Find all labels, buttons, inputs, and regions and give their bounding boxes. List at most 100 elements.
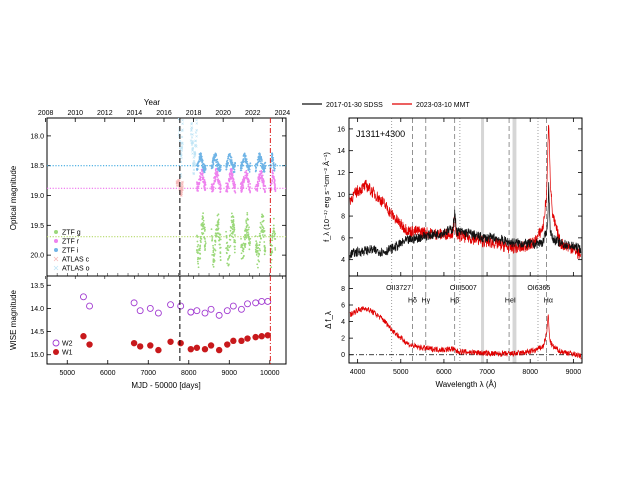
ztf-point — [240, 163, 243, 165]
ztf-point — [244, 238, 246, 241]
ztf-point — [257, 158, 260, 160]
ztf-point — [255, 253, 258, 256]
ztf-point — [216, 170, 219, 173]
ztf-point — [233, 168, 236, 171]
ztf-point — [202, 177, 205, 180]
ztf-point — [255, 169, 257, 172]
ztf-point — [228, 246, 231, 249]
ztf-point — [197, 244, 200, 246]
ztf-point — [272, 224, 275, 227]
atlas-point — [195, 129, 198, 132]
w2-point — [146, 304, 154, 312]
ztf-point — [217, 213, 220, 216]
legend-marker — [54, 239, 58, 243]
mjd-ticks: 5000 6000 7000 8000 9000 10000 — [45, 276, 283, 377]
ztf-point — [211, 159, 214, 162]
atlas-point — [181, 128, 184, 131]
flux-ylabel: f_λ (10⁻¹⁷ erg s⁻¹cm⁻² Å⁻¹) — [322, 152, 331, 242]
ztf-point — [213, 259, 216, 262]
ztf-point — [261, 213, 263, 216]
ztf-point — [219, 255, 222, 258]
ztf-point — [241, 249, 244, 252]
ztf-point — [260, 227, 262, 229]
ztf-point — [259, 221, 262, 224]
ztf-point — [225, 230, 227, 233]
w1-point — [258, 333, 265, 340]
ztf-point — [247, 234, 250, 237]
ztf-point — [204, 189, 206, 192]
ztf-point — [202, 227, 205, 230]
ztf-point — [249, 162, 252, 165]
emission-line-label: Hδ — [408, 298, 417, 305]
ztf-point — [274, 165, 277, 167]
atlas-point — [180, 185, 183, 189]
w1-point — [86, 341, 93, 348]
ztf-point — [245, 226, 248, 229]
atlas-point — [191, 148, 194, 151]
w2-point — [187, 308, 195, 316]
ztf-point — [244, 246, 247, 248]
wise-ytick-label: 15.0 — [30, 352, 44, 359]
optical-legend: ZTF g ZTF r ZTF i ATLAS c ATLAS o — [53, 230, 90, 273]
w1-point — [264, 332, 271, 339]
ztf-point — [214, 176, 217, 179]
ztf-point — [218, 236, 221, 239]
ztf-point — [234, 241, 237, 244]
ztf-point — [259, 176, 262, 179]
ztf-point — [201, 174, 204, 177]
w2-point — [167, 301, 175, 309]
ztf-point — [200, 241, 202, 244]
ztf-point — [226, 184, 229, 187]
ztf-point — [249, 242, 252, 245]
ztf-point — [271, 179, 274, 181]
atlas-point — [190, 126, 193, 129]
ztf-point — [258, 152, 261, 155]
ztf-point — [229, 225, 232, 228]
optical-ytick-label: 18.0 — [30, 133, 44, 140]
ztf-point — [219, 233, 222, 236]
ztf-point — [254, 235, 257, 238]
ztf-point — [258, 247, 261, 250]
ztf-point — [225, 185, 228, 188]
w2-point — [193, 307, 201, 315]
ztf-point — [258, 243, 261, 246]
ztf-point — [227, 157, 230, 160]
ztf-point — [274, 163, 277, 166]
ztf-point — [234, 245, 236, 248]
ztf-point — [197, 266, 200, 269]
ztf-point — [254, 185, 257, 188]
emission-line-label: Hγ — [422, 298, 431, 305]
ztf-point — [244, 234, 247, 237]
ztf-point — [216, 167, 219, 170]
ztf-point — [215, 232, 218, 235]
ztf-point — [240, 257, 243, 260]
ztf-point — [210, 235, 213, 237]
ztf-point — [228, 254, 231, 257]
ztf-point — [214, 152, 217, 155]
telluric-bands — [481, 118, 517, 276]
spectrum-line — [349, 182, 582, 260]
ztf-point — [271, 235, 274, 237]
ztf-point — [201, 231, 203, 234]
ztf-point — [271, 174, 274, 177]
emission-line-label: OIII5007 — [450, 285, 477, 292]
legend-label: ATLAS c — [62, 257, 90, 264]
ztf-point — [231, 166, 234, 168]
optical-ytick-label: 19.0 — [30, 193, 44, 200]
ztf-point — [215, 229, 218, 231]
ztf-point — [273, 181, 276, 184]
w2-point — [237, 305, 245, 313]
ztf-point — [216, 224, 219, 227]
ztf-point — [225, 190, 227, 193]
ztf-point — [262, 236, 265, 238]
ztf-point — [258, 235, 261, 238]
ztf-point — [230, 159, 233, 162]
ztf-point — [246, 178, 249, 181]
year-tick-label: 2020 — [215, 110, 231, 117]
atlas-point — [192, 171, 195, 175]
ztf-point — [262, 178, 265, 180]
atlas-point — [180, 135, 184, 139]
w1-point — [215, 346, 223, 354]
wavelength-tick-label: 8000 — [522, 369, 538, 376]
ztf-point — [249, 191, 252, 194]
